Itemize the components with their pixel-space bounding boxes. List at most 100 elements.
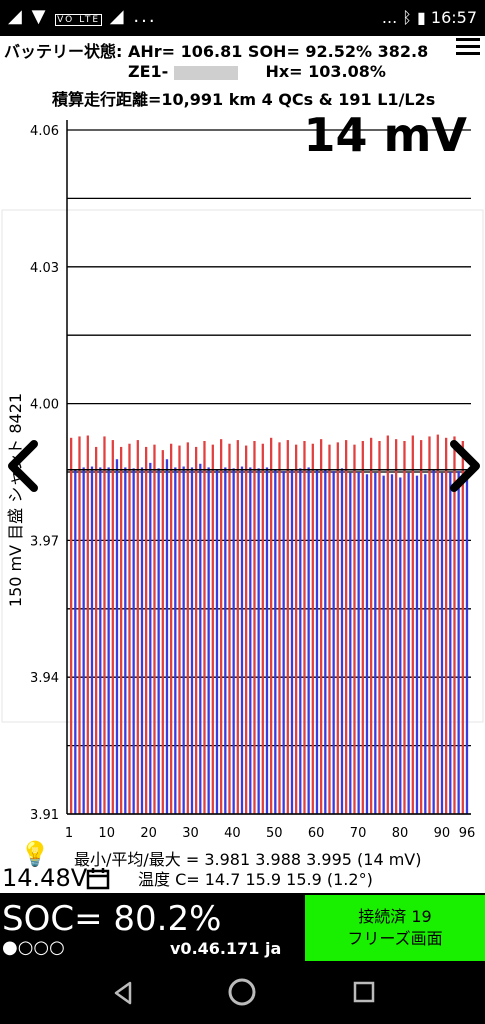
- vin-line: ZE1- Hx= 103.08%: [128, 62, 386, 81]
- y-tick-label: 3.91: [30, 808, 59, 823]
- progress-dots: ●○○○: [2, 937, 65, 958]
- cell-bar: [270, 437, 273, 814]
- bluetooth-icon: ᛒ: [402, 8, 412, 27]
- calendar-icon[interactable]: [86, 866, 110, 890]
- cell-bar: [415, 475, 419, 814]
- back-icon[interactable]: [110, 979, 136, 1007]
- cell-bar: [174, 467, 177, 814]
- cell-bar: [353, 444, 356, 814]
- cell-bar: [382, 475, 385, 814]
- cell-bar: [136, 440, 139, 814]
- cell-bar: [203, 440, 206, 814]
- cell-bar: [82, 467, 85, 814]
- volte-icon: VO LTE: [55, 14, 103, 26]
- cell-bar: [411, 435, 414, 814]
- system-nav-bar: [0, 963, 485, 1024]
- x-tick-label: 80: [392, 826, 409, 841]
- cell-bar: [324, 469, 327, 814]
- cell-bar: [236, 440, 239, 814]
- cell-bar: [303, 440, 306, 814]
- cell-bar: [232, 468, 235, 814]
- cell-bar: [449, 472, 452, 814]
- status-time: 16:57: [430, 8, 477, 27]
- cell-bar: [153, 444, 156, 814]
- cell-bar: [128, 443, 131, 814]
- signal-icon: ◢: [8, 6, 24, 27]
- cell-bar: [465, 469, 469, 814]
- lightbulb-icon[interactable]: 💡: [20, 840, 50, 868]
- x-tick-label: 30: [182, 826, 199, 841]
- chevron-left-icon[interactable]: [6, 440, 40, 492]
- cell-bar: [157, 468, 160, 814]
- cell-bar: [257, 468, 260, 814]
- cell-bar: [220, 439, 223, 814]
- cell-bar: [282, 471, 285, 814]
- cell-bar: [278, 442, 281, 814]
- y-axis-label: 150 mV 目盛 シャント 8421: [6, 393, 25, 607]
- x-tick-label: 20: [140, 826, 157, 841]
- cell-bar: [428, 436, 431, 814]
- cell-bar: [432, 469, 435, 814]
- cell-bar: [186, 442, 189, 814]
- y-tick-label: 4.00: [30, 398, 59, 413]
- more-icon: ...: [133, 6, 157, 27]
- connection-status: 接続済 19: [358, 907, 432, 926]
- odometer-line: 積算走行距離=10,991 km 4 QCs & 191 L1/L2s: [52, 90, 436, 109]
- cell-bar: [286, 440, 289, 814]
- cell-bar: [332, 471, 335, 814]
- cell-bar: [320, 439, 323, 814]
- cell-bar: [190, 467, 194, 814]
- cell-bar: [274, 469, 277, 814]
- home-icon[interactable]: [226, 976, 258, 1008]
- cell-bar: [436, 434, 439, 814]
- cell-bar: [115, 459, 119, 814]
- vin-prefix: ZE1-: [128, 62, 169, 81]
- cell-bar: [395, 439, 398, 814]
- x-tick-label: 70: [350, 826, 367, 841]
- cell-bar: [365, 474, 369, 814]
- cell-bar: [399, 477, 402, 814]
- hx-value: Hx= 103.08%: [265, 62, 386, 81]
- cell-bar: [424, 474, 427, 814]
- cell-bar: [374, 472, 377, 814]
- cell-bar: [95, 446, 98, 814]
- cell-bar: [70, 437, 73, 814]
- cell-bar: [440, 472, 444, 814]
- cell-bar: [228, 443, 231, 814]
- signal-icon: ◢: [109, 6, 126, 27]
- x-tick-label: 1: [65, 826, 73, 841]
- recents-icon[interactable]: [352, 980, 376, 1004]
- cell-bar: [361, 440, 364, 814]
- cell-bar: [99, 467, 102, 814]
- status-bar: ◢ ▼ VO LTE ◢ ... ... ᛒ ▮ 16:57: [0, 0, 485, 36]
- cell-bar: [315, 469, 319, 814]
- cell-bar: [403, 440, 406, 814]
- cell-bar: [140, 467, 144, 814]
- cell-bar: [336, 442, 339, 814]
- cell-bar: [107, 467, 110, 814]
- cell-bar: [145, 446, 148, 814]
- x-tick-label: 50: [266, 826, 283, 841]
- aux-voltage: 14.48V: [2, 864, 88, 892]
- temperature-line: 温度 C= 14.7 15.9 15.9 (1.2°): [138, 870, 373, 889]
- cell-bar: [111, 440, 114, 814]
- cell-bar: [307, 467, 310, 814]
- chevron-right-icon[interactable]: [448, 440, 482, 492]
- menu-icon[interactable]: [456, 38, 480, 58]
- cell-bar: [215, 469, 219, 814]
- y-tick-label: 4.03: [30, 261, 59, 276]
- x-tick-label: 90: [434, 826, 451, 841]
- freeze-screen-label: フリーズ画面: [347, 929, 443, 948]
- cell-bar: [195, 446, 198, 814]
- cell-bar: [149, 462, 152, 814]
- x-tick-label: 40: [224, 826, 241, 841]
- cell-bar: [86, 435, 89, 814]
- cell-bar: [378, 440, 381, 814]
- connection-freeze-button[interactable]: 接続済 19 フリーズ画面: [305, 895, 485, 961]
- y-tick-label: 3.94: [30, 671, 59, 686]
- cell-bar: [261, 443, 264, 814]
- cell-bar: [132, 468, 135, 814]
- cell-bar: [311, 443, 314, 814]
- cell-bar: [165, 459, 169, 814]
- cell-bar: [390, 474, 394, 814]
